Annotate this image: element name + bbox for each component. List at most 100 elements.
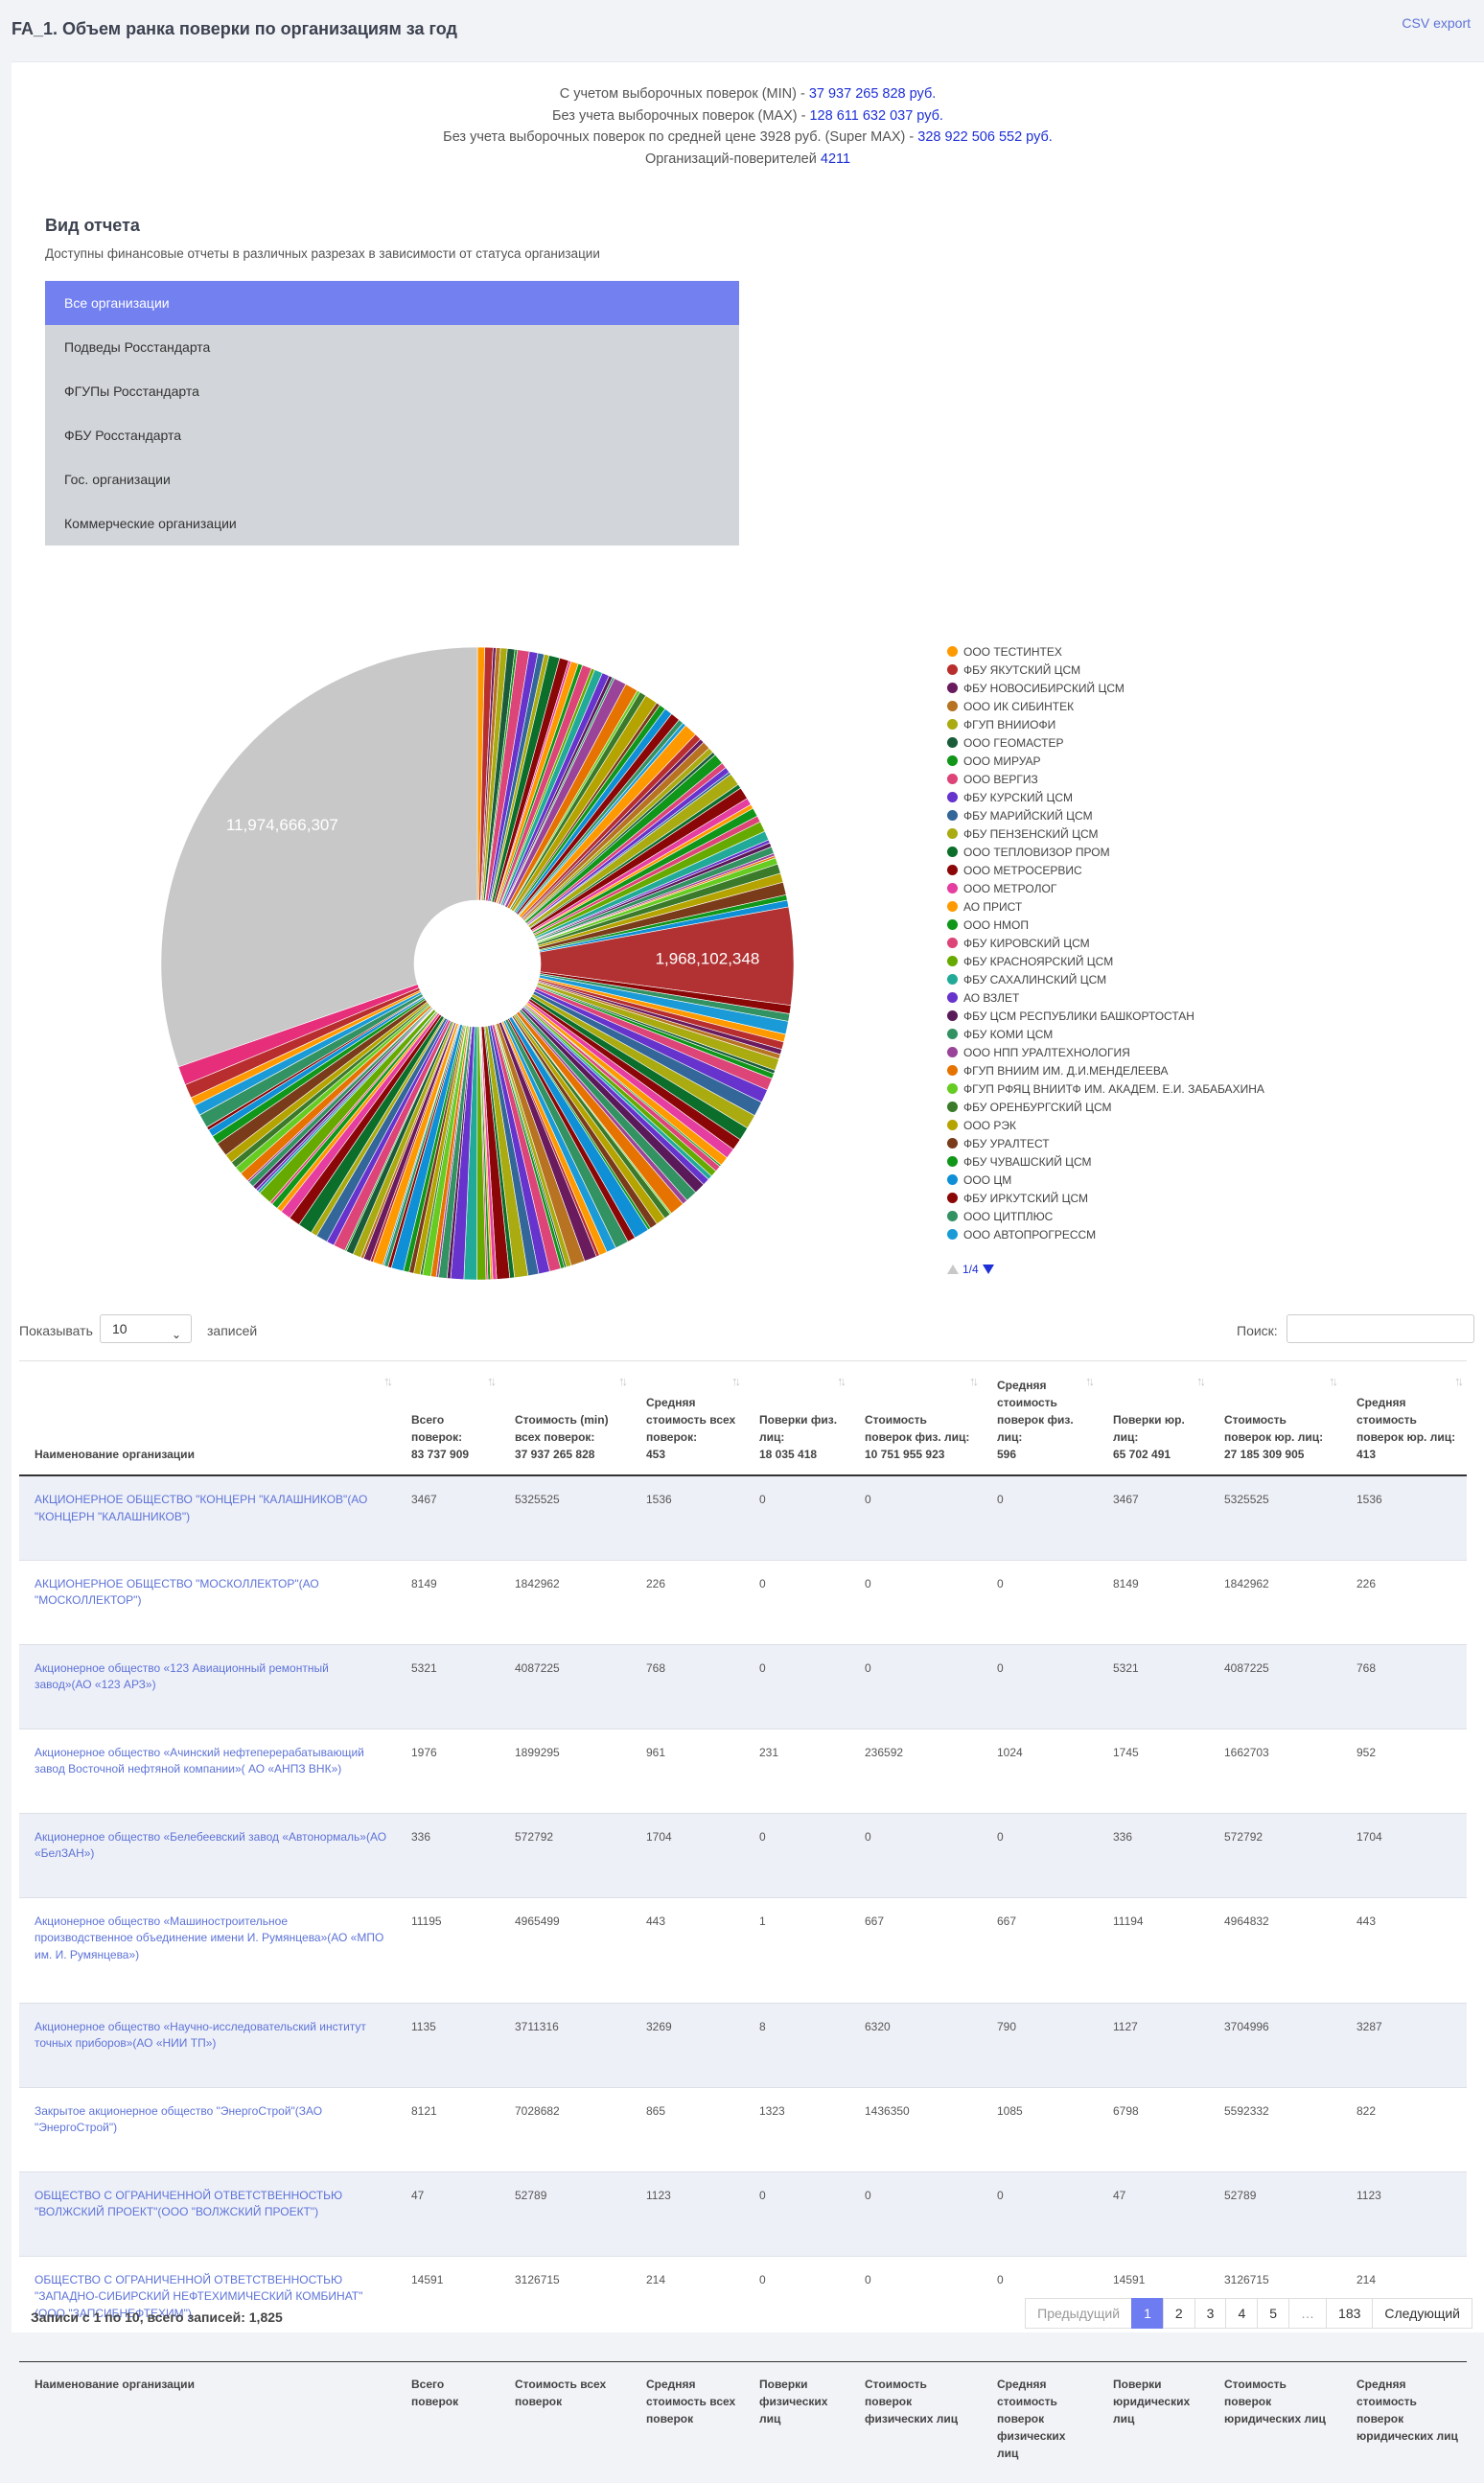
organization-link[interactable]: Акционерное общество «Научно-исследовате… — [35, 2019, 366, 2051]
legend-item[interactable]: ФБУ МАРИЙСКИЙ ЦСМ — [947, 807, 1264, 825]
column-header[interactable]: Наименование организации ↑↓ — [19, 1360, 396, 1476]
column-footer: Стоимость всех поверок — [499, 2360, 631, 2483]
legend-item[interactable]: ФБУ ПЕНЗЕНСКИЙ ЦСМ — [947, 825, 1264, 844]
legend-item[interactable]: ООО АВТОПРОГРЕССМ — [947, 1226, 1264, 1244]
next-page-button[interactable]: Следующий — [1372, 2298, 1472, 2329]
page-button[interactable]: 3 — [1194, 2298, 1227, 2329]
legend-item[interactable]: ООО РЭК — [947, 1117, 1264, 1135]
legend-item[interactable]: ФБУ УРАЛТЕСТ — [947, 1135, 1264, 1153]
page-button[interactable]: 5 — [1257, 2298, 1290, 2329]
legend-item[interactable]: ООО МИРУАР — [947, 753, 1264, 771]
report-type-item[interactable]: Все организации — [45, 281, 739, 325]
column-header[interactable]: Стоимость поверок физ. лиц: 10 751 955 92… — [849, 1360, 982, 1476]
legend-label: ООО ТЕСТИНТЕХ — [963, 645, 1062, 659]
sort-arrows-icon[interactable]: ↑↓ — [731, 1374, 741, 1388]
column-header[interactable]: Средняя стоимость поверок физ. лиц: 596 ↑↓ — [982, 1360, 1098, 1476]
previous-page-button[interactable]: Предыдущий — [1025, 2298, 1133, 2329]
organization-link[interactable]: Акционерное общество «Машиностроительное… — [35, 1914, 384, 1961]
organization-link[interactable]: Акционерное общество «Белебеевский завод… — [35, 1829, 387, 1861]
report-type-item[interactable]: Подведы Росстандарта — [45, 325, 739, 369]
sort-arrows-icon[interactable]: ↑↓ — [618, 1374, 628, 1388]
legend-item[interactable]: ФБУ НОВОСИБИРСКИЙ ЦСМ — [947, 680, 1264, 698]
sort-arrows-icon[interactable]: ↑↓ — [1196, 1374, 1206, 1388]
page-button[interactable]: 4 — [1225, 2298, 1259, 2329]
legend-item[interactable]: ФГУП ВНИИМ ИМ. Д.И.МЕНДЕЛЕЕВА — [947, 1062, 1264, 1080]
legend-label: ФБУ ОРЕНБУРГСКИЙ ЦСМ — [963, 1101, 1112, 1114]
organization-link[interactable]: ОБЩЕСТВО С ОГРАНИЧЕННОЙ ОТВЕТСТВЕННОСТЬЮ… — [35, 2272, 363, 2320]
legend-item[interactable]: ООО ИК СИБИНТЕК — [947, 698, 1264, 716]
sort-arrows-icon[interactable]: ↑↓ — [969, 1374, 979, 1388]
legend-item[interactable]: ООО ЦМ — [947, 1172, 1264, 1190]
summary-orgs: Организаций-поверителей 4211 — [12, 149, 1484, 171]
page-button[interactable]: 183 — [1326, 2298, 1374, 2329]
legend-label: ФБУ ЯКУТСКИЙ ЦСМ — [963, 663, 1081, 677]
legend-label: ООО МЕТРОЛОГ — [963, 882, 1057, 895]
page-button[interactable]: 2 — [1162, 2298, 1195, 2329]
organization-link[interactable]: Закрытое акционерное общество "ЭнергоСтр… — [35, 2103, 323, 2135]
sort-arrows-icon[interactable]: ↑↓ — [383, 1374, 393, 1388]
page-size-select[interactable]: 10 ⌄ — [100, 1314, 192, 1343]
legend-item[interactable]: ООО ТЕПЛОВИЗОР ПРОМ — [947, 844, 1264, 862]
legend-item[interactable]: ООО ЦИТПЛЮС — [947, 1208, 1264, 1226]
legend-item[interactable]: ФБУ КУРСКИЙ ЦСМ — [947, 789, 1264, 807]
sort-arrows-icon[interactable]: ↑↓ — [1329, 1374, 1338, 1388]
legend-swatch — [947, 974, 958, 985]
column-header[interactable]: Стоимость поверок юр. лиц: 27 185 309 905… — [1209, 1360, 1341, 1476]
legend-item[interactable]: ФБУ ЦСМ РЕСПУБЛИКИ БАШКОРТОСТАН — [947, 1008, 1264, 1026]
triangle-down-icon[interactable] — [982, 1265, 994, 1274]
search-input[interactable] — [1287, 1314, 1474, 1343]
triangle-up-icon[interactable] — [947, 1265, 959, 1274]
table-cell: 8 — [759, 2019, 766, 2033]
legend-item[interactable]: ФБУ ЧУВАШСКИЙ ЦСМ — [947, 1153, 1264, 1172]
table-cell: 236592 — [865, 1745, 904, 1759]
column-header[interactable]: Средняя стоимость поверок юр. лиц: 413 ↑↓ — [1341, 1360, 1467, 1476]
legend-swatch — [947, 810, 958, 821]
organization-link[interactable]: Акционерное общество «Ачинский нефтепере… — [35, 1745, 364, 1776]
report-type-item[interactable]: Гос. организации — [45, 457, 739, 501]
legend-item[interactable]: АО ПРИСТ — [947, 898, 1264, 917]
report-type-item[interactable]: ФГУПы Росстандарта — [45, 369, 739, 413]
legend-item[interactable]: ООО МЕТРОЛОГ — [947, 880, 1264, 898]
summary-orgs-value: 4211 — [820, 151, 851, 167]
legend-item[interactable]: ФГУП ВНИИОФИ — [947, 716, 1264, 734]
column-header[interactable]: Средняя стоимость всех поверок: 453 ↑↓ — [631, 1360, 744, 1476]
legend-item[interactable]: ООО НПП УРАЛТЕХНОЛОГИЯ — [947, 1044, 1264, 1062]
summary-max-value: 128 611 632 037 руб. — [809, 107, 943, 124]
legend-item[interactable]: ООО ТЕСТИНТЕХ — [947, 643, 1264, 661]
organization-link[interactable]: АКЦИОНЕРНОЕ ОБЩЕСТВО "МОСКОЛЛЕКТОР"(АО "… — [35, 1576, 319, 1608]
legend-item[interactable]: ФБУ КИРОВСКИЙ ЦСМ — [947, 935, 1264, 953]
legend-item[interactable]: ФБУ ОРЕНБУРГСКИЙ ЦСМ — [947, 1099, 1264, 1117]
legend-item[interactable]: ФБУ КРАСНОЯРСКИЙ ЦСМ — [947, 953, 1264, 971]
sort-arrows-icon[interactable]: ↑↓ — [837, 1374, 846, 1388]
table-cell: 4964832 — [1224, 1914, 1269, 1928]
organization-link[interactable]: Акционерное общество «123 Авиационный ре… — [35, 1660, 329, 1692]
column-header[interactable]: Стоимость (min) всех поверок: 37 937 265 … — [499, 1360, 631, 1476]
csv-export-link[interactable]: CSV export — [1402, 15, 1471, 31]
legend-item[interactable]: ООО ГЕОМАСТЕР — [947, 734, 1264, 753]
sort-arrows-icon[interactable]: ↑↓ — [1085, 1374, 1095, 1388]
legend-item[interactable]: ФБУ САХАЛИНСКИЙ ЦСМ — [947, 971, 1264, 989]
organization-link[interactable]: АКЦИОНЕРНОЕ ОБЩЕСТВО "КОНЦЕРН "КАЛАШНИКО… — [35, 1493, 368, 1523]
legend-item[interactable]: ООО НМОП — [947, 917, 1264, 935]
report-type-item[interactable]: Коммерческие организации — [45, 501, 739, 545]
column-header-label: Стоимость (min) всех поверок: — [515, 1413, 609, 1444]
legend-item[interactable]: ООО ВЕРГИЗ — [947, 771, 1264, 789]
legend-swatch — [947, 719, 958, 730]
legend-item[interactable]: ФБУ ИРКУТСКИЙ ЦСМ — [947, 1190, 1264, 1208]
page-button[interactable]: … — [1288, 2298, 1328, 2329]
sort-arrows-icon[interactable]: ↑↓ — [1454, 1374, 1464, 1388]
legend-item[interactable]: ФБУ КОМИ ЦСМ — [947, 1026, 1264, 1044]
legend-item[interactable]: АО ВЗЛЕТ — [947, 989, 1264, 1008]
organization-link[interactable]: ОБЩЕСТВО С ОГРАНИЧЕННОЙ ОТВЕТСТВЕННОСТЬЮ… — [35, 2188, 343, 2219]
legend-item[interactable]: ООО МЕТРОСЕРВИС — [947, 862, 1264, 880]
page-button[interactable]: 1 — [1131, 2298, 1164, 2329]
legend-item[interactable]: ФГУП РФЯЦ ВНИИТФ ИМ. АКАДЕМ. Е.И. ЗАБАБА… — [947, 1080, 1264, 1099]
sort-arrows-icon[interactable]: ↑↓ — [487, 1374, 497, 1388]
pie-slice[interactable] — [160, 646, 478, 1068]
column-header[interactable]: Поверки юр. лиц: 65 702 491 ↑↓ — [1098, 1360, 1209, 1476]
column-header[interactable]: Поверки физ. лиц: 18 035 418 ↑↓ — [744, 1360, 849, 1476]
legend-item[interactable]: ФБУ ЯКУТСКИЙ ЦСМ — [947, 661, 1264, 680]
column-header[interactable]: Всего поверок: 83 737 909 ↑↓ — [396, 1360, 499, 1476]
report-type-item[interactable]: ФБУ Росстандарта — [45, 413, 739, 457]
table-cell: 52789 — [1224, 2188, 1257, 2202]
